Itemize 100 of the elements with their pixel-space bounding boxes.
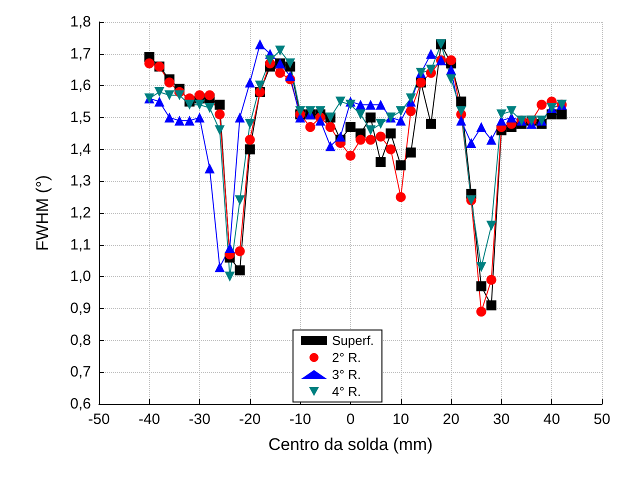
point bbox=[406, 106, 416, 116]
point bbox=[356, 109, 366, 120]
point bbox=[305, 106, 316, 116]
point bbox=[496, 109, 506, 120]
point bbox=[386, 128, 396, 138]
point bbox=[446, 55, 456, 66]
point bbox=[164, 90, 174, 100]
point bbox=[426, 48, 436, 59]
point bbox=[184, 100, 195, 110]
point bbox=[194, 100, 205, 110]
point bbox=[214, 109, 225, 120]
x-tick-label: -40 bbox=[138, 411, 160, 428]
point bbox=[486, 274, 496, 285]
point bbox=[446, 74, 456, 84]
x-tick-label: 0 bbox=[346, 411, 355, 428]
point bbox=[346, 100, 356, 110]
point bbox=[376, 100, 386, 110]
point bbox=[325, 122, 336, 132]
point bbox=[164, 112, 174, 122]
point bbox=[456, 96, 466, 107]
point bbox=[376, 132, 386, 142]
y-tick-label: 0,9 bbox=[70, 300, 91, 317]
y-tick-label: 1,7 bbox=[70, 45, 91, 62]
point bbox=[214, 100, 225, 110]
point bbox=[536, 100, 547, 110]
y-tick-label: 0,6 bbox=[70, 396, 91, 412]
point bbox=[204, 102, 215, 113]
point bbox=[476, 306, 486, 317]
point bbox=[244, 118, 255, 129]
point bbox=[214, 125, 225, 136]
point bbox=[204, 163, 215, 174]
point bbox=[506, 112, 516, 122]
y-tick-label: 1,4 bbox=[70, 140, 91, 158]
point bbox=[456, 106, 466, 116]
point bbox=[174, 116, 184, 126]
point bbox=[556, 109, 567, 120]
point bbox=[275, 68, 286, 78]
point bbox=[174, 90, 184, 100]
point bbox=[506, 106, 516, 116]
point bbox=[194, 112, 205, 122]
point bbox=[234, 195, 245, 206]
point bbox=[476, 122, 486, 132]
y-tick-label: 0,7 bbox=[70, 364, 91, 381]
y-tick-label: 1,6 bbox=[70, 77, 91, 94]
x-tick-label: 40 bbox=[543, 411, 560, 428]
point bbox=[275, 46, 286, 56]
point bbox=[356, 134, 366, 145]
point bbox=[144, 58, 154, 68]
point bbox=[325, 141, 336, 152]
point bbox=[426, 118, 436, 129]
y-tick-label: 1,2 bbox=[70, 204, 91, 222]
legend-label: Superf. bbox=[332, 333, 374, 348]
point bbox=[396, 192, 406, 202]
point bbox=[366, 134, 376, 145]
point bbox=[466, 138, 476, 148]
point bbox=[396, 160, 406, 170]
x-tick-label: 10 bbox=[392, 411, 410, 428]
x-tick-label: -10 bbox=[289, 411, 312, 428]
point bbox=[295, 112, 306, 122]
point bbox=[214, 262, 225, 272]
point bbox=[234, 246, 245, 256]
point bbox=[386, 144, 396, 154]
point bbox=[335, 132, 346, 142]
point bbox=[305, 122, 316, 132]
point bbox=[486, 220, 496, 231]
point bbox=[366, 112, 376, 122]
x-tick-label: -20 bbox=[239, 411, 261, 428]
point bbox=[285, 71, 296, 82]
point bbox=[254, 39, 265, 50]
point bbox=[234, 265, 245, 276]
x-axis-title: Centro da solda (mm) bbox=[268, 435, 433, 454]
x-tick-label: 50 bbox=[594, 411, 610, 428]
point bbox=[406, 93, 416, 104]
point bbox=[204, 90, 215, 100]
point bbox=[234, 112, 245, 122]
point bbox=[346, 122, 356, 132]
point bbox=[366, 125, 376, 136]
point bbox=[396, 116, 406, 126]
point bbox=[244, 144, 255, 154]
x-tick-label: 20 bbox=[442, 411, 460, 428]
point bbox=[315, 116, 326, 126]
point bbox=[285, 58, 296, 68]
y-tick-label: 1,5 bbox=[70, 109, 91, 126]
point bbox=[476, 281, 486, 292]
x-tick-label: 30 bbox=[493, 411, 510, 428]
point bbox=[446, 64, 456, 75]
y-tick-label: 1,3 bbox=[70, 172, 91, 190]
point bbox=[456, 116, 466, 126]
point bbox=[396, 106, 406, 116]
point bbox=[254, 80, 265, 91]
point bbox=[335, 96, 346, 107]
x-tick-label: -50 bbox=[88, 411, 110, 428]
point bbox=[244, 134, 255, 145]
point bbox=[265, 55, 276, 66]
point bbox=[356, 100, 366, 110]
point bbox=[244, 77, 255, 88]
point bbox=[164, 77, 174, 88]
point bbox=[346, 150, 356, 161]
point bbox=[476, 262, 486, 272]
point bbox=[366, 100, 376, 110]
